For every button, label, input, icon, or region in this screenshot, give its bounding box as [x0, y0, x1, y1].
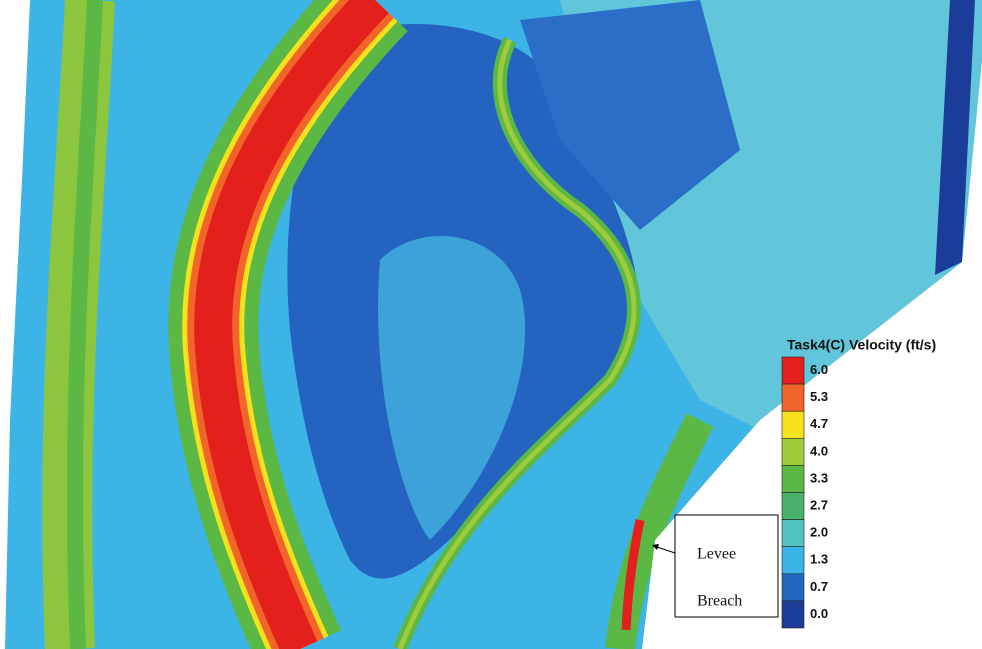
annotation-line: Breach — [697, 593, 742, 610]
legend-label: 6.0 — [810, 362, 828, 377]
page: Levee Breach Task4(C) Velocity (ft/s) 6.0… — [0, 0, 982, 649]
legend-swatch — [782, 411, 804, 438]
legend-swatch — [782, 357, 804, 384]
legend-label: 5.3 — [810, 389, 828, 404]
legend-swatch — [782, 438, 804, 465]
legend-label: 2.7 — [810, 497, 828, 512]
legend-title: Task4(C) Velocity (ft/s) — [787, 337, 936, 353]
velocity-field — [0, 0, 982, 649]
legend-swatch — [782, 384, 804, 411]
legend-swatch — [782, 465, 804, 492]
legend-label: 0.7 — [810, 579, 828, 594]
legend: 6.0 5.3 4.7 4.0 3.3 2.7 2.0 1.3 0.7 0.0 — [782, 357, 828, 628]
legend-swatch — [782, 574, 804, 601]
legend-swatch — [782, 547, 804, 574]
legend-swatch — [782, 493, 804, 520]
legend-swatch — [782, 601, 804, 628]
map: Levee Breach Task4(C) Velocity (ft/s) 6.0… — [0, 0, 982, 649]
legend-label: 3.3 — [810, 470, 828, 485]
legend-label: 1.3 — [810, 552, 828, 567]
legend-label: 0.0 — [810, 606, 828, 621]
legend-label: 4.0 — [810, 443, 828, 458]
annotation-line: Levee — [697, 546, 736, 563]
legend-label: 4.7 — [810, 416, 828, 431]
legend-label: 2.0 — [810, 525, 828, 540]
legend-swatch — [782, 520, 804, 547]
